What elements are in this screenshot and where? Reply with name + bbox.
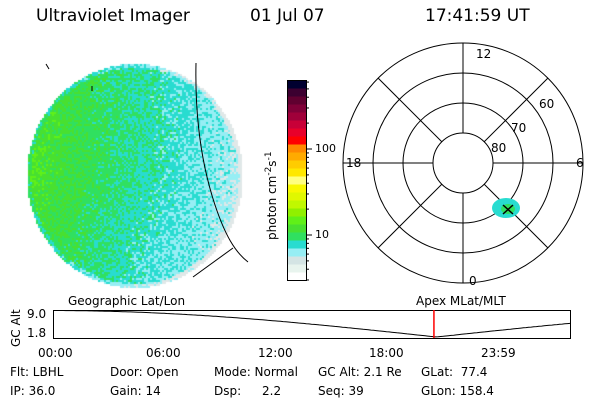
colorbar-swatch xyxy=(287,224,306,233)
polar-label-0: 0 xyxy=(469,274,477,288)
polar-mlt-spoke xyxy=(483,77,549,143)
colorbar-label-exp2: -1 xyxy=(264,151,274,161)
colorbar-swatch xyxy=(287,232,306,241)
instrument-title: Ultraviolet Imager xyxy=(36,6,190,26)
colorbar-swatch xyxy=(287,168,306,177)
alt-xtick-0: 00:00 xyxy=(38,346,73,360)
colorbar-swatch xyxy=(287,144,306,153)
status-door: Door: Open xyxy=(110,365,179,379)
colorbar-label-mid: s xyxy=(265,160,279,167)
polar-mlt-spoke xyxy=(377,77,443,143)
status-ip: IP: 36.0 xyxy=(10,384,56,398)
colorbar-swatch xyxy=(287,192,306,201)
polar-position-marker-icon xyxy=(502,204,514,215)
status-glon: GLon: 158.4 xyxy=(421,384,494,398)
colorbar-swatch xyxy=(287,184,306,193)
alt-left-title: Geographic Lat/Lon xyxy=(68,294,186,308)
alt-xtick-2: 12:00 xyxy=(258,346,293,360)
terminator-lines xyxy=(45,62,249,278)
status-seq: Seq: 39 xyxy=(318,384,364,398)
polar-latitude-circle xyxy=(432,132,494,194)
polar-mlt-spoke xyxy=(377,183,443,249)
time-label: 17:41:59 UT xyxy=(425,6,530,26)
polar-label-80: 80 xyxy=(491,141,507,155)
polar-label-60: 60 xyxy=(539,97,555,111)
colorbar-swatch xyxy=(287,128,306,137)
polar-label-6: 6 xyxy=(576,156,584,170)
date-label: 01 Jul 07 xyxy=(250,6,325,26)
alt-ytick-1: 1.8 xyxy=(27,326,47,340)
colorbar-swatch xyxy=(287,120,306,129)
colorbar-frame xyxy=(287,80,307,281)
alt-ylabel: GC Alt xyxy=(9,309,23,347)
colorbar-swatch xyxy=(287,152,306,161)
polar-plot xyxy=(342,42,584,284)
polar-mlt-spoke xyxy=(483,183,549,249)
status-gain: Gain: 14 xyxy=(110,384,161,398)
colorbar-swatch xyxy=(287,216,306,225)
status-glat: GLat: 77.4 xyxy=(421,365,488,379)
colorbar-swatch xyxy=(287,96,306,105)
colorbar-tick-10: 10 xyxy=(315,228,329,241)
alt-curve xyxy=(53,310,571,338)
uv-earth-image xyxy=(0,50,260,295)
colorbar-swatch xyxy=(287,256,306,265)
colorbar-label-base: photon cm xyxy=(265,175,279,240)
alt-right-title: Apex MLat/MLT xyxy=(416,294,506,308)
colorbar-swatch xyxy=(287,112,306,121)
altitude-plot xyxy=(53,310,571,339)
colorbar-tick-100: 100 xyxy=(315,142,336,155)
colorbar-swatch xyxy=(287,240,306,249)
colorbar-label-exp1: -2 xyxy=(264,166,274,176)
alt-xtick-3: 18:00 xyxy=(369,346,404,360)
colorbar-label: photon cm-2s-1 xyxy=(262,151,279,240)
alt-xtick-1: 06:00 xyxy=(146,346,181,360)
colorbar-swatch xyxy=(287,104,306,113)
colorbar-swatch xyxy=(287,80,306,89)
colorbar-swatch xyxy=(287,176,306,185)
colorbar-swatch xyxy=(287,160,306,169)
colorbar-swatch xyxy=(287,272,306,281)
alt-plot-frame xyxy=(53,310,571,339)
status-filter: Flt: LBHL xyxy=(10,365,64,379)
colorbar-swatch xyxy=(287,200,306,209)
status-dsp-value: 2.2 xyxy=(262,384,282,398)
colorbar-swatch xyxy=(287,264,306,273)
alt-xtick-4: 23:59 xyxy=(481,346,516,360)
status-gc-alt: GC Alt: 2.1 Re xyxy=(318,365,402,379)
status-dsp-label: Dsp: xyxy=(214,384,242,398)
status-mode: Mode: Normal xyxy=(214,365,298,379)
colorbar-swatch xyxy=(287,208,306,217)
colorbar-swatch xyxy=(287,88,306,97)
colorbar xyxy=(287,80,312,281)
polar-label-70: 70 xyxy=(511,121,527,135)
polar-label-18: 18 xyxy=(346,156,362,170)
colorbar-swatch xyxy=(287,248,306,257)
colorbar-swatch xyxy=(287,136,306,145)
polar-label-12: 12 xyxy=(476,47,492,61)
alt-ytick-9: 9.0 xyxy=(27,307,47,321)
